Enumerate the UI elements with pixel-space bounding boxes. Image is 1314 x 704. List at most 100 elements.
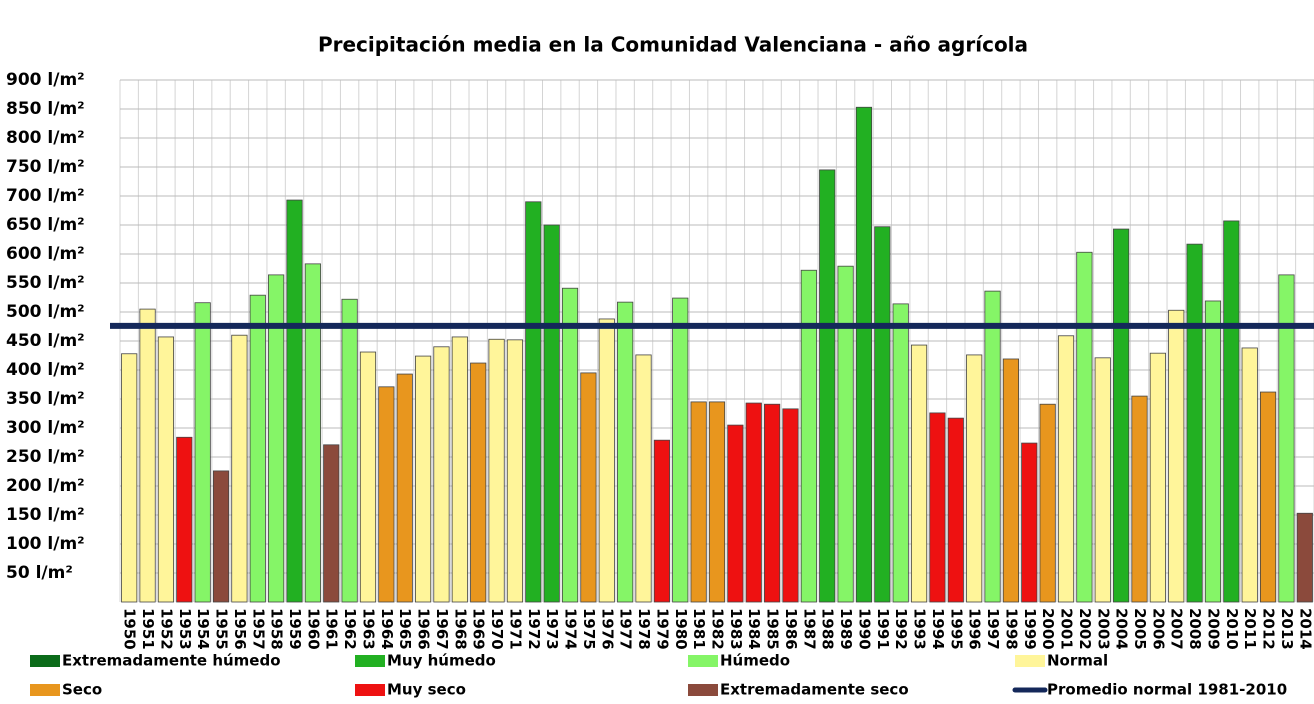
x-tick-label: 1984: [745, 608, 763, 650]
bar: [1297, 513, 1312, 602]
x-tick-label: 2008: [1186, 608, 1204, 650]
x-tick-label: 1997: [984, 608, 1002, 650]
bar: [177, 437, 192, 602]
legend-label: Extremadamente seco: [720, 681, 909, 699]
y-tick-label: 250 l/m²: [6, 447, 85, 467]
x-tick-label: 1998: [1002, 608, 1020, 650]
x-tick-label: 1965: [396, 608, 414, 650]
x-tick-label: 1979: [653, 608, 671, 650]
y-tick-label: 700 l/m²: [6, 186, 85, 206]
bar: [654, 440, 669, 602]
bar: [875, 227, 890, 602]
x-tick-label: 2010: [1223, 608, 1241, 650]
bar: [617, 302, 632, 602]
x-tick-label: 1959: [286, 608, 304, 650]
y-tick-label: 400 l/m²: [6, 360, 85, 380]
x-tick-label: 1981: [690, 608, 708, 650]
bar: [452, 337, 467, 602]
bar: [1260, 392, 1275, 602]
legend-label: Normal: [1047, 652, 1108, 670]
bar: [1040, 404, 1055, 602]
x-tick-label: 1953: [176, 608, 194, 650]
x-tick-label: 1995: [947, 608, 965, 650]
legend-swatch: [688, 655, 718, 667]
x-tick-label: 1966: [415, 608, 433, 650]
x-tick-label: 1986: [782, 608, 800, 650]
bar: [985, 291, 1000, 602]
bar: [434, 347, 449, 602]
x-tick-label: 1970: [488, 608, 506, 650]
bar: [1169, 310, 1184, 602]
y-tick-label: 500 l/m²: [6, 302, 85, 322]
y-tick-label: 850 l/m²: [6, 99, 85, 119]
bar: [783, 409, 798, 602]
bar: [232, 335, 247, 602]
bar: [1242, 348, 1257, 602]
legend-swatch: [688, 684, 718, 696]
bar: [471, 363, 486, 602]
legend-swatch: [1015, 655, 1045, 667]
bar: [801, 270, 816, 602]
bar: [1077, 252, 1092, 602]
bar: [1150, 353, 1165, 602]
bar: [397, 374, 412, 602]
y-tick-label: 750 l/m²: [6, 157, 85, 177]
bar: [122, 354, 137, 602]
bar: [562, 288, 577, 602]
y-tick-label: 600 l/m²: [6, 244, 85, 264]
bar: [158, 337, 173, 602]
y-tick-label: 650 l/m²: [6, 215, 85, 235]
legend-swatch: [355, 655, 385, 667]
x-tick-label: 1960: [304, 608, 322, 650]
x-tick-label: 1968: [451, 608, 469, 650]
bar: [287, 200, 302, 602]
bar: [195, 303, 210, 602]
legend-swatch: [355, 684, 385, 696]
bar: [1095, 358, 1110, 602]
x-tick-label: 1958: [268, 608, 286, 650]
x-tick-label: 1991: [874, 608, 892, 650]
x-tick-label: 1975: [580, 608, 598, 650]
x-tick-label: 1978: [635, 608, 653, 650]
legend-swatch: [30, 684, 60, 696]
bar: [360, 352, 375, 602]
x-tick-label: 1974: [562, 608, 580, 650]
x-tick-label: 1956: [231, 608, 249, 650]
legend-swatch: [30, 655, 60, 667]
bar: [489, 339, 504, 602]
x-tick-label: 1977: [617, 608, 635, 650]
bar: [213, 471, 228, 602]
bar: [1205, 301, 1220, 602]
x-tick-label: 1962: [341, 608, 359, 650]
bar: [1003, 359, 1018, 602]
legend-label: Promedio normal 1981-2010: [1047, 681, 1287, 699]
x-tick-label: 2006: [1149, 608, 1167, 650]
bar: [820, 170, 835, 602]
x-tick-label: 2003: [1094, 608, 1112, 650]
y-tick-label: 150 l/m²: [6, 505, 85, 525]
x-tick-label: 1982: [709, 608, 727, 650]
bar: [250, 295, 265, 602]
x-tick-label: 1990: [855, 608, 873, 650]
bar: [728, 425, 743, 602]
bar: [544, 225, 559, 602]
x-tick-label: 2002: [1076, 608, 1094, 650]
x-tick-label: 2001: [1058, 608, 1076, 650]
x-tick-label: 1980: [672, 608, 690, 650]
x-tick-label: 1992: [892, 608, 910, 650]
x-tick-label: 1976: [598, 608, 616, 650]
y-tick-label: 100 l/m²: [6, 534, 85, 554]
legend-label: Extremadamente húmedo: [62, 652, 281, 670]
bar: [415, 356, 430, 602]
legend-label: Muy húmedo: [387, 652, 496, 670]
bar: [966, 355, 981, 602]
bar: [1132, 396, 1147, 602]
y-tick-label: 450 l/m²: [6, 331, 85, 351]
y-tick-label: 550 l/m²: [6, 273, 85, 293]
bar: [838, 266, 853, 602]
x-tick-label: 1972: [525, 608, 543, 650]
bar: [599, 319, 614, 602]
bar: [379, 387, 394, 602]
bar: [636, 355, 651, 602]
x-tick-label: 1950: [121, 608, 139, 650]
